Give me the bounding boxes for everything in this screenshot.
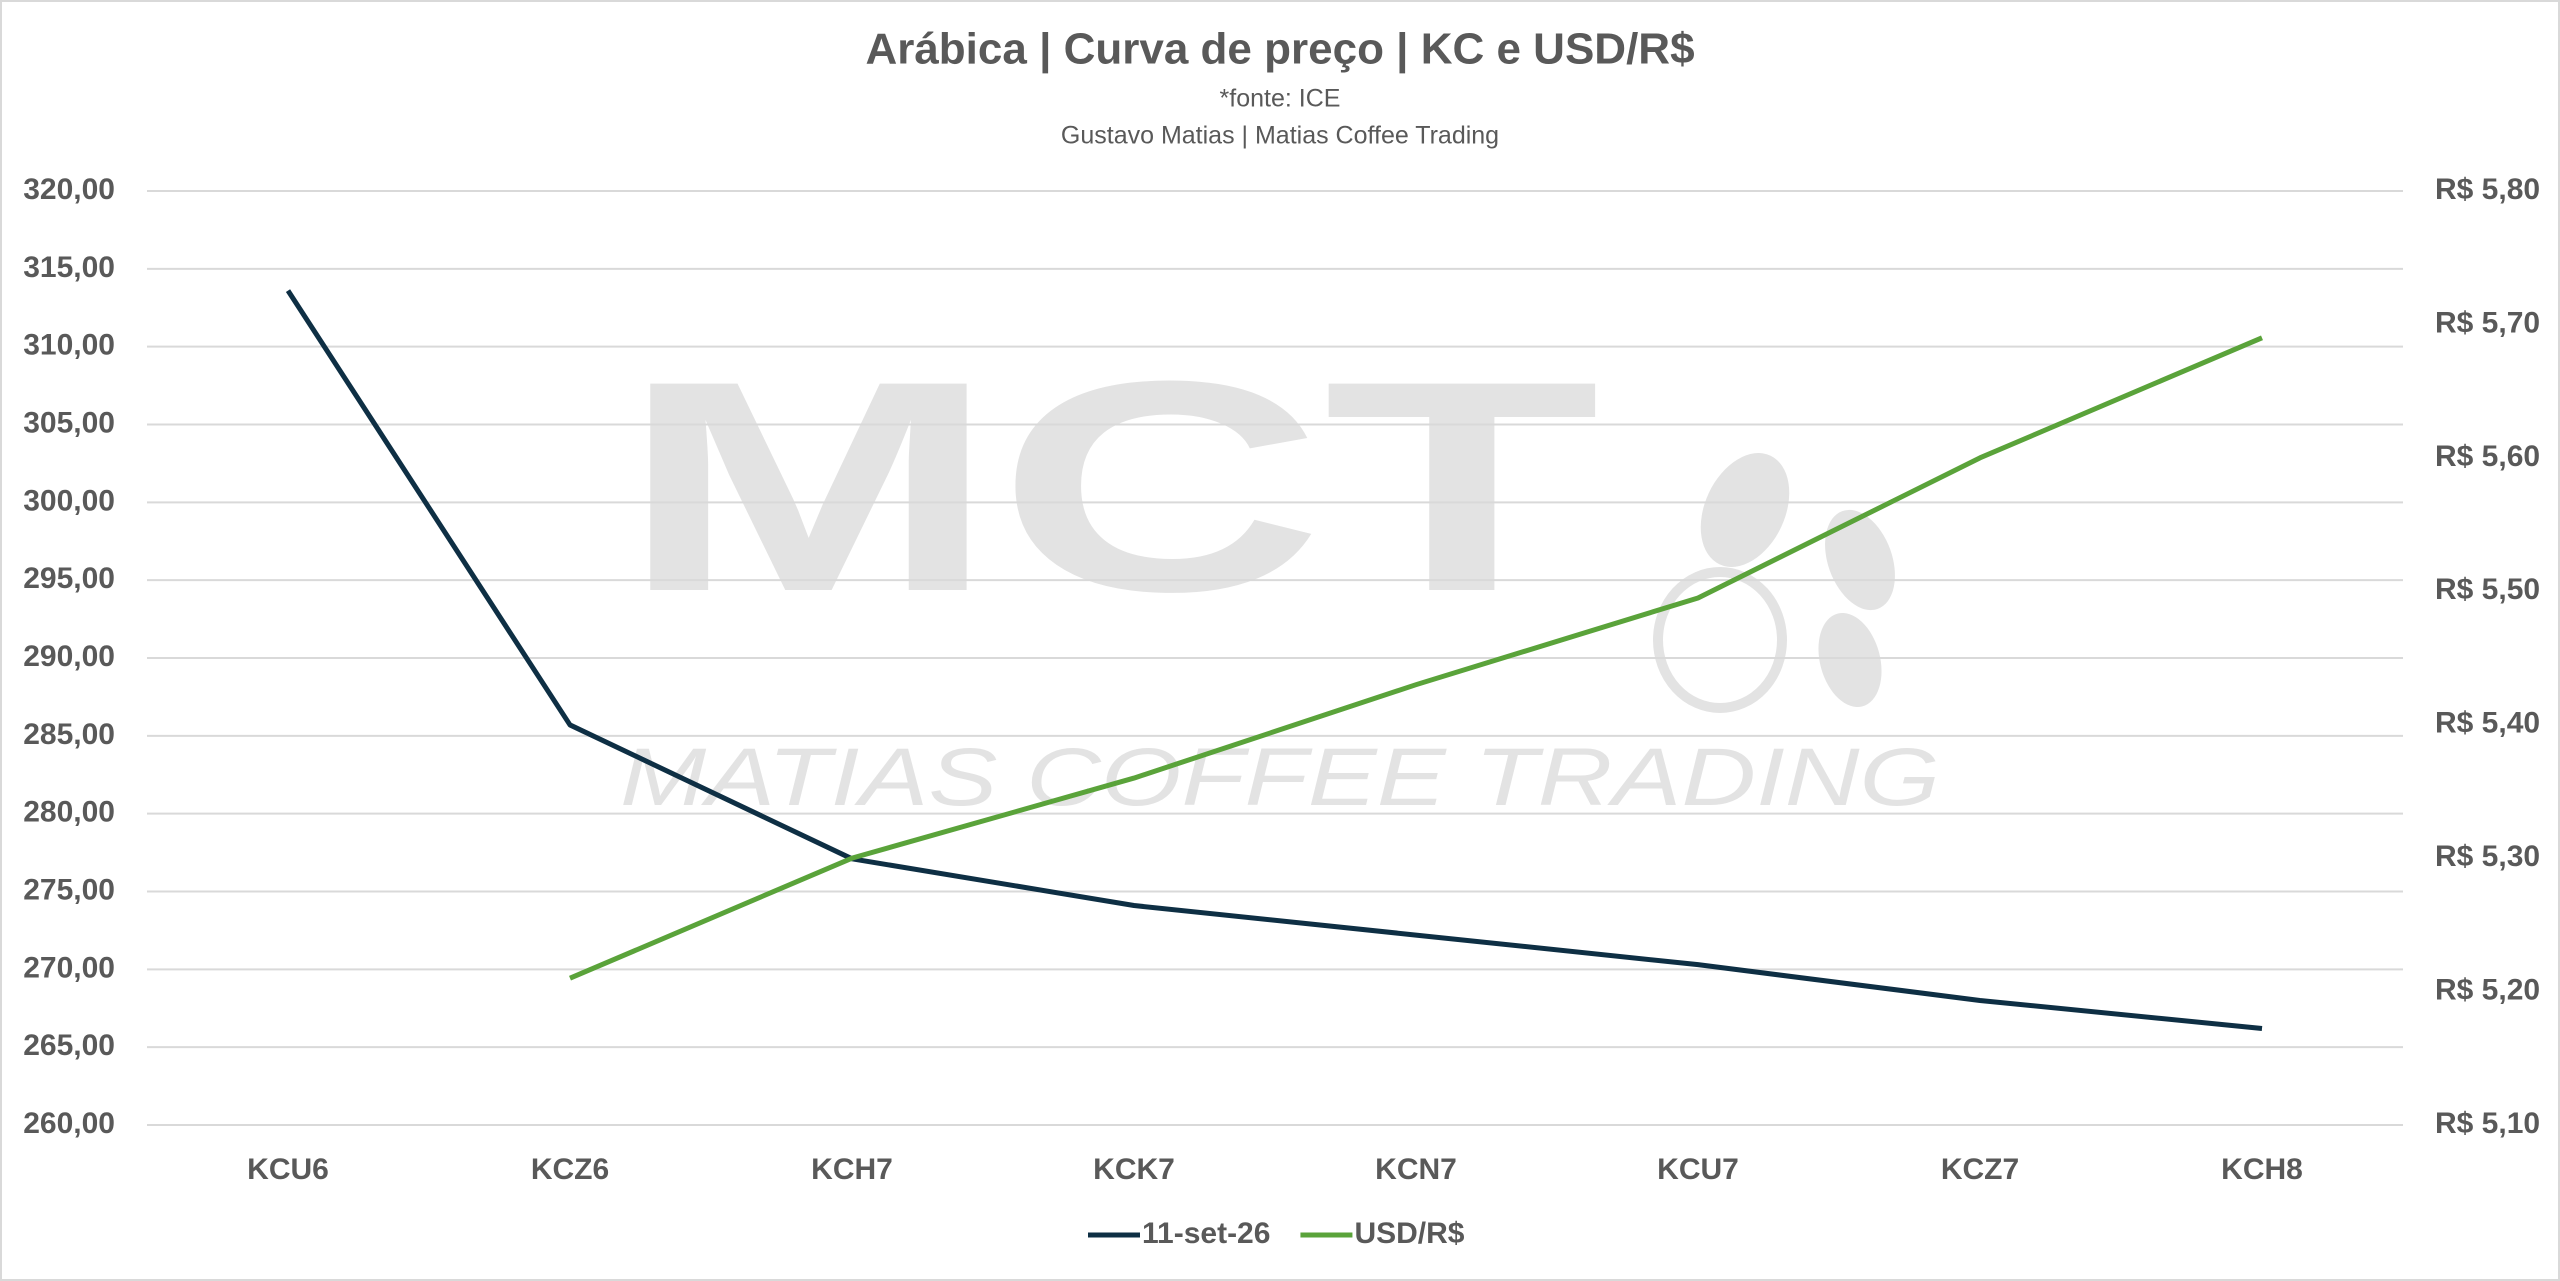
y-tick-label: 320,00 [23,173,115,206]
x-tick-label: KCN7 [1375,1153,1457,1186]
x-tick-label: KCH7 [811,1153,893,1186]
y-tick-label: 290,00 [23,640,115,673]
x-tick-label: KCZ7 [1941,1153,2019,1186]
y2-tick-label: R$ 5,40 [2435,707,2540,740]
chart-title: Arábica | Curva de preço | KC e USD/R$ [865,25,1694,75]
watermark-logo: MCT [620,318,1600,654]
watermark: MCT MATIAS COFFEE TRADING [620,318,1940,823]
y2-tick-label: R$ 5,20 [2435,973,2540,1006]
y-tick-label: 295,00 [23,562,115,595]
legend-label: 11-set-26 [1142,1217,1270,1250]
chart-subtitle: Gustavo Matias | Matias Coffee Trading [1061,122,1499,150]
y-tick-label: 260,00 [23,1107,115,1140]
y-tick-label: 310,00 [23,329,115,362]
watermark-text: MATIAS COFFEE TRADING [620,732,1940,823]
y2-tick-label: R$ 5,50 [2435,573,2540,606]
y2-tick-label: R$ 5,30 [2435,840,2540,873]
y2-tick-label: R$ 5,60 [2435,440,2540,473]
y-tick-label: 270,00 [23,951,115,984]
x-tick-label: KCH8 [2221,1153,2303,1186]
x-tick-label: KCU7 [1657,1153,1739,1186]
x-tick-label: KCK7 [1093,1153,1175,1186]
chart-subtitle: *fonte: ICE [1220,85,1341,113]
y-tick-label: 265,00 [23,1029,115,1062]
series-line [285,289,2263,1031]
y-tick-label: 280,00 [23,796,115,829]
x-tick-label: KCU6 [247,1153,329,1186]
y-tick-label: 315,00 [23,251,115,284]
y2-tick-label: R$ 5,70 [2435,306,2540,339]
y-tick-label: 300,00 [23,484,115,517]
y-tick-label: 275,00 [23,873,115,906]
y-tick-label: 305,00 [23,406,115,439]
y-tick-label: 285,00 [23,718,115,751]
x-tick-label: KCZ6 [531,1153,609,1186]
y2-tick-label: R$ 5,80 [2435,173,2540,206]
legend-label: USD/R$ [1354,1217,1464,1250]
series-line [569,335,2263,981]
watermark-beans [1653,453,1895,713]
y2-tick-label: R$ 5,10 [2435,1107,2540,1140]
